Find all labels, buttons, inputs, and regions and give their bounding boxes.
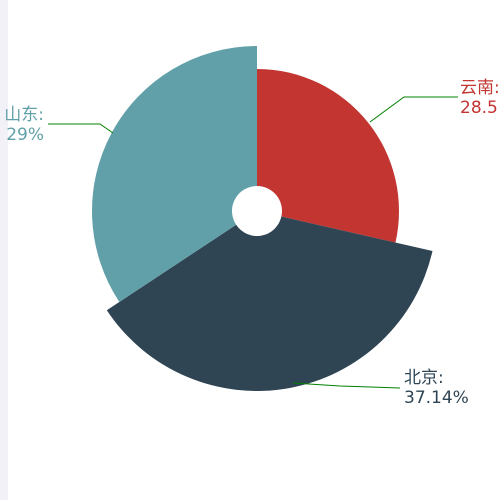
slice-label-percent-0: 28.5 <box>460 98 498 118</box>
slice-label-name-0: 云南: <box>460 78 500 98</box>
slice-label-percent-1: 37.14% <box>404 388 469 408</box>
label-line-1 <box>292 382 401 389</box>
slice-label-name-2: 山东: <box>4 105 44 125</box>
label-line-2 <box>48 123 114 134</box>
slice-label-name-1: 北京: <box>404 368 444 388</box>
left-edge-strip <box>0 0 8 500</box>
slice-label-percent-2: 29% <box>6 125 44 145</box>
pie-slice-0[interactable] <box>257 69 399 243</box>
pie-slice-2[interactable] <box>91 46 257 302</box>
pie-slice-1[interactable] <box>106 216 433 392</box>
label-line-0 <box>369 96 458 123</box>
